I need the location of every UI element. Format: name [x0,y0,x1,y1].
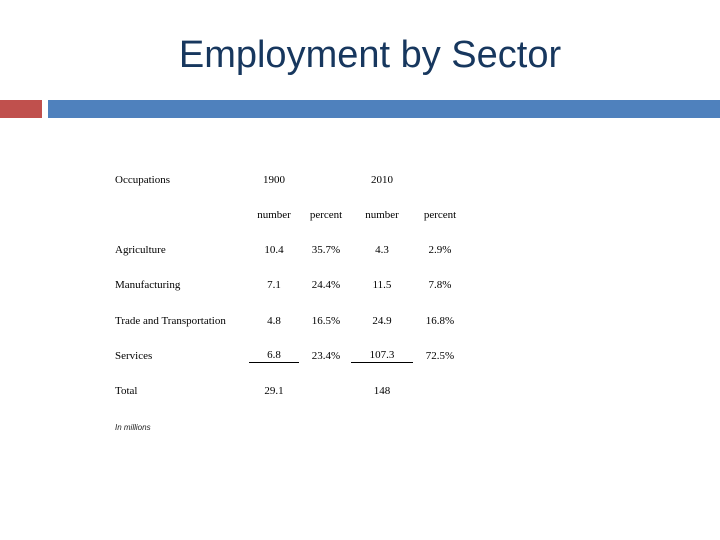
subheader-number-2010: number [365,209,399,221]
header-year-1900: 1900 [263,174,285,186]
table-cell: 23.4% [311,350,341,362]
header-occupations: Occupations [115,174,170,186]
table-cell: 16.8% [425,315,455,327]
units-note: In millions [115,423,151,432]
row-label-trade-transportation: Trade and Transportation [115,315,226,327]
table-cell: 35.7% [311,244,341,256]
table-cell: 4.3 [375,244,389,256]
table-cell: 4.8 [267,315,281,327]
table-cell: 6.8 [249,349,299,363]
row-label-total: Total [115,385,138,397]
total-1900: 29.1 [264,385,284,397]
table-cell: 16.5% [311,315,341,327]
row-label-services: Services [115,350,153,362]
table-cell: 24.4% [311,279,341,291]
table-cell: 24.9 [372,315,392,327]
table-cell: 2.9% [428,244,452,256]
slide-title: Employment by Sector [178,34,562,76]
header-year-2010: 2010 [371,174,393,186]
accent-bar-left [0,100,42,118]
row-label-agriculture: Agriculture [115,244,166,256]
table-cell: 11.5 [372,279,392,291]
table-cell: 72.5% [425,350,455,362]
table-cell: 7.1 [267,279,281,291]
total-2010: 148 [373,385,391,397]
subheader-percent-2010: percent [423,209,457,221]
table-cell: 7.8% [428,279,452,291]
accent-bar-right [48,100,720,118]
subheader-percent-1900: percent [309,209,343,221]
subheader-number-1900: number [257,209,291,221]
table-cell: 10.4 [264,244,284,256]
table-cell: 107.3 [351,349,413,363]
row-label-manufacturing: Manufacturing [115,279,181,291]
